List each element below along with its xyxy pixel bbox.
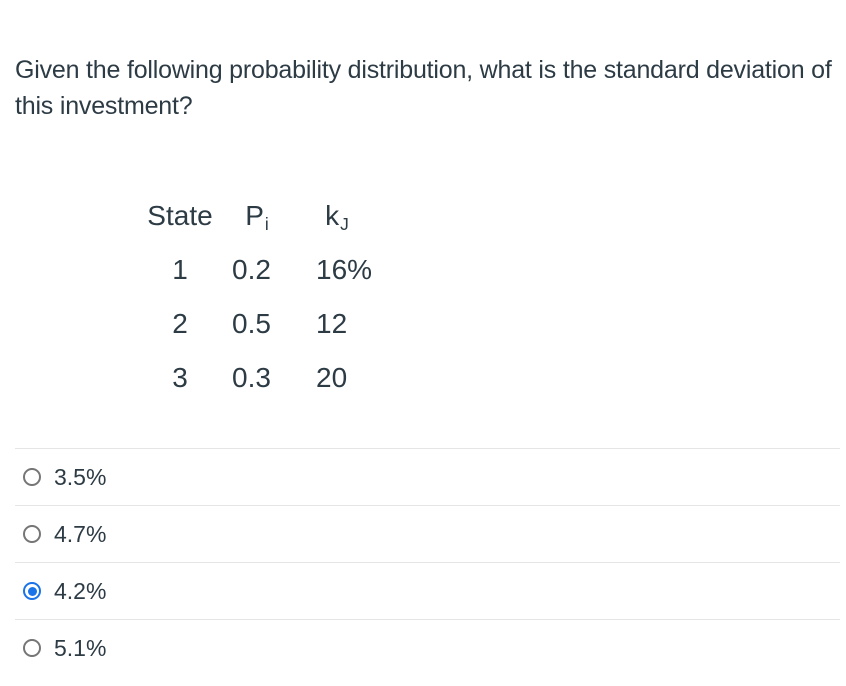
table-row: 3 0.3 20 xyxy=(145,351,375,405)
radio-unselected-icon[interactable] xyxy=(23,468,41,486)
table-cell: 0.2 xyxy=(232,254,271,285)
answer-option-label[interactable]: 4.2% xyxy=(54,577,107,604)
radio-unselected-icon[interactable] xyxy=(23,639,41,657)
table-cell: 3 xyxy=(172,362,188,393)
question-text: Given the following probability distribu… xyxy=(15,52,835,124)
table-cell: 2 xyxy=(172,308,188,339)
answer-option-4-2-[interactable]: 4.2% xyxy=(15,562,840,619)
table-cell: 1 xyxy=(172,254,188,285)
radio-dot xyxy=(28,473,37,482)
answer-option-5-1-[interactable]: 5.1% xyxy=(15,619,840,676)
answer-option-label[interactable]: 3.5% xyxy=(54,463,107,490)
answer-option-4-7-[interactable]: 4.7% xyxy=(15,505,840,562)
column-header: State xyxy=(147,200,213,231)
column-header: kJ xyxy=(325,200,349,235)
answer-option-3-5-[interactable]: 3.5% xyxy=(15,448,840,505)
answer-option-label[interactable]: 5.1% xyxy=(54,634,107,661)
table-cell: 0.5 xyxy=(232,308,271,339)
radio-dot xyxy=(27,586,37,596)
column-header: Pi xyxy=(245,200,269,235)
table-row: 1 0.2 16% xyxy=(145,243,375,297)
table-cell: 16% xyxy=(316,254,373,285)
question-line-1: Given the following probability distribu… xyxy=(15,56,832,84)
table-header-row: State Pi kJ xyxy=(145,189,375,243)
table-cell: 20 xyxy=(316,362,348,393)
question-line-2: this investment? xyxy=(15,92,193,120)
radio-unselected-icon[interactable] xyxy=(23,525,41,543)
radio-dot xyxy=(28,530,37,539)
table-row: 2 0.5 12 xyxy=(145,297,375,351)
radio-dot xyxy=(28,644,37,653)
radio-selected-icon[interactable] xyxy=(23,582,41,600)
answer-options-list: 3.5% 4.7% 4.2% 5.1% xyxy=(15,448,840,676)
table-cell: 0.3 xyxy=(232,362,271,393)
answer-option-label[interactable]: 4.7% xyxy=(54,520,107,547)
probability-distribution-table: State Pi kJ 1 0.2 16% 2 0.5 12 3 0.3 20 xyxy=(145,189,375,405)
table-cell: 12 xyxy=(316,308,348,339)
